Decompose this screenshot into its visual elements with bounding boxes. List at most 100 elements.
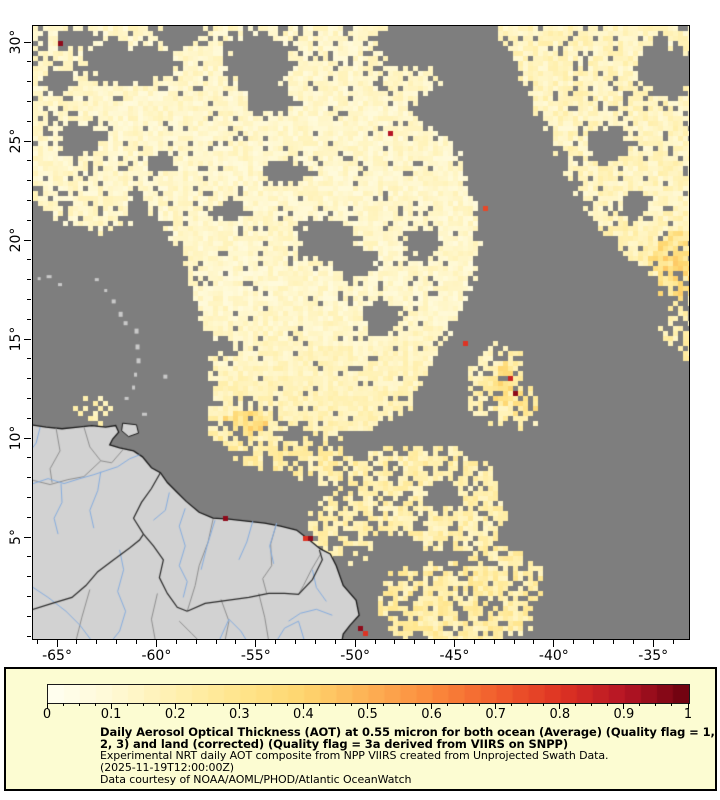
- axis-tick: [593, 639, 595, 644]
- colorbar-tick-label: 0.2: [164, 707, 186, 722]
- colorbar: [47, 684, 690, 704]
- axis-tick: [26, 635, 31, 637]
- axis-tick: [367, 703, 368, 709]
- y-tick-label: 5°: [8, 529, 24, 545]
- axis-tick: [559, 703, 561, 709]
- axis-tick: [26, 180, 31, 182]
- axis-tick: [275, 639, 277, 644]
- caption-timestamp: (2025-11-19T12:00:00Z): [100, 761, 234, 774]
- axis-tick: [142, 703, 144, 706]
- colorbar-tick-label: 0.3: [228, 707, 250, 722]
- axis-tick: [26, 259, 31, 261]
- axis-tick: [527, 703, 529, 706]
- axis-tick: [318, 703, 320, 706]
- colorbar-tick-label: 0.4: [293, 707, 314, 722]
- axis-tick: [334, 639, 336, 644]
- colorbar-tick-label: 0.8: [549, 707, 571, 722]
- axis-tick: [463, 703, 465, 706]
- caption-block: Daily Aerosol Optical Thickness (AOT) at…: [100, 726, 715, 786]
- colorbar-tick-label: 0.5: [357, 707, 378, 722]
- colorbar-tick-label: 1: [683, 707, 693, 722]
- y-tick-label: 30°: [8, 29, 24, 55]
- axis-tick: [23, 41, 31, 43]
- axis-tick: [235, 639, 237, 644]
- axis-tick: [78, 703, 80, 706]
- axis-tick: [126, 703, 128, 706]
- axis-tick: [286, 703, 288, 706]
- axis-tick: [479, 703, 481, 706]
- axis-tick: [94, 703, 96, 706]
- axis-tick: [473, 639, 475, 644]
- x-tick-label: -60°: [141, 647, 172, 664]
- axis-tick: [26, 397, 31, 399]
- axis-tick: [652, 639, 654, 647]
- axis-tick: [206, 703, 208, 706]
- axis-tick: [155, 639, 157, 647]
- axis-tick: [26, 378, 31, 380]
- axis-tick: [295, 639, 296, 644]
- axis-tick: [302, 703, 304, 709]
- axis-tick: [453, 639, 455, 647]
- axis-tick: [26, 318, 31, 320]
- axis-tick: [76, 639, 78, 644]
- axis-tick: [26, 576, 31, 578]
- axis-tick: [639, 703, 641, 706]
- axis-tick: [623, 703, 625, 709]
- axis-tick: [26, 61, 31, 63]
- axis-tick: [533, 639, 535, 644]
- caption-subtitle: Experimental NRT daily AOT composite fro…: [100, 749, 609, 762]
- y-tick-label: 25°: [8, 128, 24, 154]
- axis-tick: [175, 639, 177, 644]
- axis-tick: [383, 703, 385, 706]
- axis-tick: [399, 703, 401, 706]
- colorbar-canvas: [48, 685, 689, 703]
- x-tick-label: -45°: [439, 647, 470, 664]
- x-tick-label: -55°: [240, 647, 271, 664]
- axis-tick: [116, 639, 118, 644]
- axis-tick: [110, 703, 112, 709]
- axis-tick: [190, 703, 192, 706]
- axis-tick: [434, 639, 436, 644]
- axis-tick: [23, 437, 31, 439]
- axis-tick: [56, 639, 58, 647]
- axis-tick: [591, 703, 593, 706]
- axis-tick: [671, 703, 673, 706]
- y-tick-label: 10°: [8, 425, 24, 451]
- axis-tick: [26, 457, 31, 459]
- axis-tick: [374, 639, 376, 644]
- axis-tick: [26, 417, 31, 419]
- axis-tick: [238, 703, 240, 709]
- colorbar-tick-label: 0: [42, 707, 52, 722]
- axis-tick: [543, 703, 545, 706]
- axis-tick: [26, 298, 31, 300]
- axis-tick: [495, 703, 497, 709]
- x-tick-label: -35°: [638, 647, 669, 664]
- x-tick-label: -50°: [340, 647, 371, 664]
- map-canvas: [33, 26, 689, 639]
- axis-tick: [607, 703, 609, 706]
- axis-tick: [62, 703, 64, 706]
- axis-tick: [26, 595, 31, 597]
- axis-tick: [26, 81, 31, 83]
- axis-tick: [354, 639, 356, 647]
- axis-tick: [23, 239, 31, 241]
- axis-tick: [46, 703, 48, 709]
- axis-tick: [350, 703, 352, 706]
- axis-tick: [553, 639, 555, 647]
- axis-tick: [431, 703, 433, 709]
- axis-tick: [26, 496, 31, 498]
- axis-tick: [23, 140, 31, 142]
- colorbar-tick-label: 0.1: [100, 707, 122, 722]
- axis-tick: [158, 703, 160, 706]
- axis-tick: [26, 358, 31, 360]
- colorbar-tick-label: 0.7: [485, 707, 507, 722]
- y-tick-label: 20°: [8, 227, 24, 253]
- axis-tick: [254, 703, 256, 706]
- caption-title-line1: Daily Aerosol Optical Thickness (AOT) at…: [100, 725, 715, 739]
- axis-tick: [26, 516, 31, 518]
- axis-tick: [26, 477, 31, 479]
- axis-tick: [23, 536, 31, 538]
- axis-tick: [513, 639, 515, 644]
- x-tick-label: -65°: [42, 647, 72, 664]
